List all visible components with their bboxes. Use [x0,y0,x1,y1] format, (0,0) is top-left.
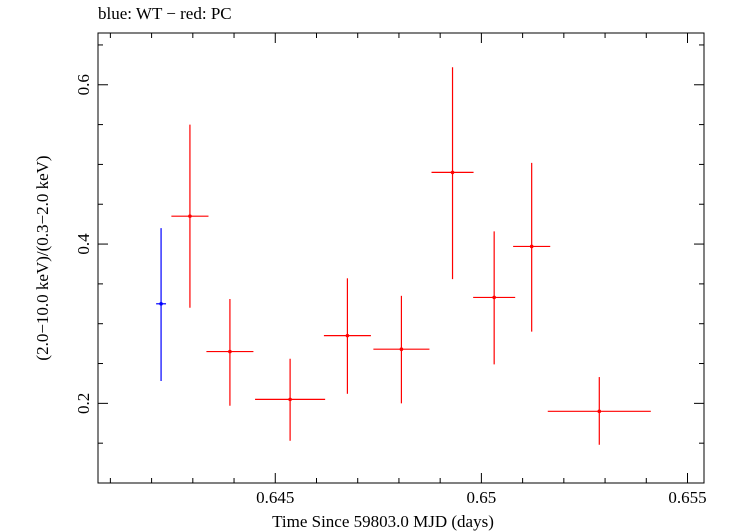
point-marker [345,333,350,338]
y-tick-label: 0.6 [74,74,93,95]
series-pc [171,67,651,445]
data-point [323,278,371,394]
point-marker [399,347,404,351]
x-tick-label: 0.655 [668,488,706,507]
point-marker [597,409,602,414]
point-marker [228,349,232,354]
data-point [156,228,167,382]
axis-tick-labels: 0.645 0.65 0.655 0.2 0.4 0.6 [74,74,707,507]
data-point [431,67,474,280]
plot-frame [97,32,705,484]
data-series [156,67,651,445]
point-marker [159,301,163,306]
point-marker [529,244,534,249]
y-axis-label: (2.0−10.0 keV)/(0.3−2.0 keV) [33,155,52,360]
series-wt [156,228,167,382]
data-point [513,162,551,332]
data-point [171,124,209,308]
data-point [373,295,430,404]
data-point [206,299,254,406]
point-marker [492,295,496,300]
y-tick-label: 0.4 [74,233,93,255]
point-marker [450,170,455,175]
data-point [547,377,651,445]
chart-title: blue: WT − red: PC [98,4,232,23]
data-point [255,358,326,441]
point-marker [188,214,192,218]
y-tick-label: 0.2 [74,393,93,414]
point-marker [288,397,292,402]
data-point [473,231,516,365]
axis-ticks [98,33,704,484]
x-axis-label: Time Since 59803.0 MJD (days) [272,512,494,531]
x-tick-label: 0.645 [256,488,294,507]
x-tick-label: 0.65 [467,488,497,507]
